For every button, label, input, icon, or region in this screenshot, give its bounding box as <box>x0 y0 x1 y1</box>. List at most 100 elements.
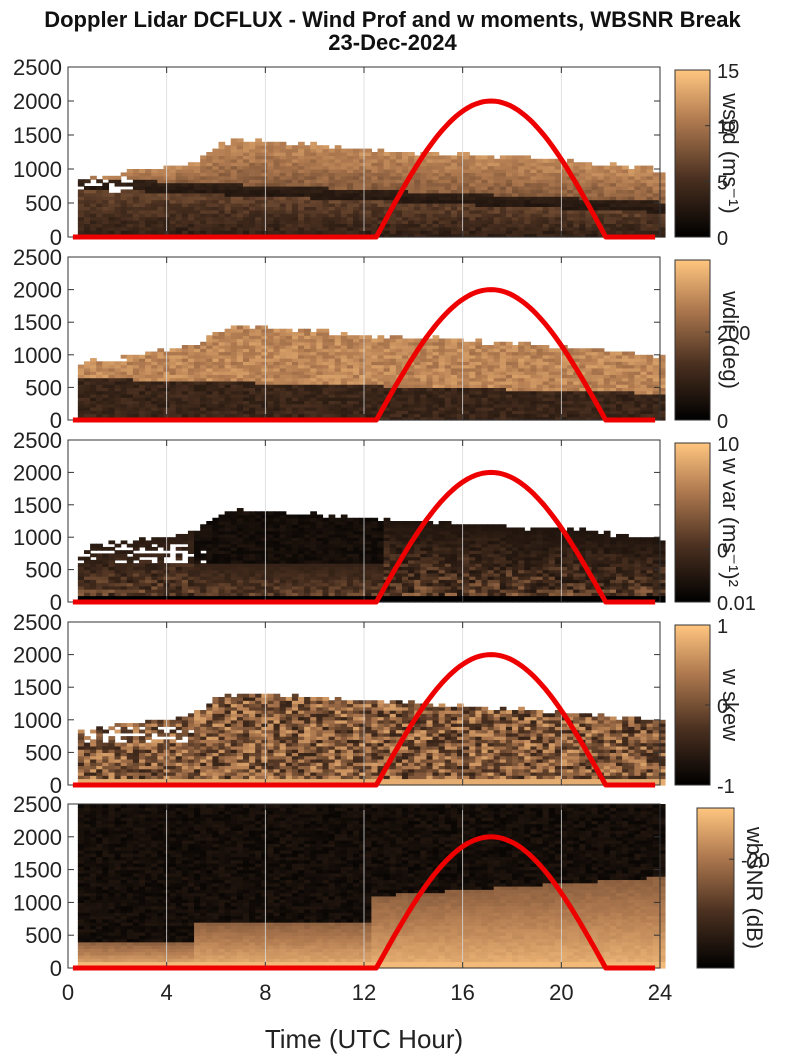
heatmap-cell <box>77 563 85 567</box>
heatmap-cell <box>414 155 421 160</box>
heatmap-cell <box>126 550 134 554</box>
heatmap-cell <box>524 233 531 238</box>
heatmap-cell <box>83 380 91 385</box>
heatmap-cell <box>279 165 287 170</box>
sun-elevation-curve <box>72 98 656 240</box>
heatmap-cell <box>304 364 311 369</box>
heatmap-cell <box>628 220 635 224</box>
heatmap-cell <box>505 209 513 214</box>
heatmap-cell <box>304 155 311 160</box>
heatmap-cell <box>261 165 269 170</box>
heatmap-cell <box>200 182 207 187</box>
heatmap-cell <box>90 192 97 197</box>
heatmap-cell <box>200 553 207 558</box>
heatmap-cell <box>230 371 238 375</box>
heatmap-cell <box>298 403 305 408</box>
heatmap-cell <box>334 358 342 362</box>
heatmap-cell <box>438 169 446 173</box>
heatmap-cell <box>560 203 568 207</box>
heatmap-cell <box>114 393 122 398</box>
heatmap-cell <box>567 209 574 214</box>
heatmap-cell <box>658 213 666 218</box>
heatmap-cell <box>426 189 434 194</box>
heatmap-cell <box>90 403 97 408</box>
heatmap-cell <box>249 387 256 392</box>
heatmap-cell <box>438 172 446 177</box>
heatmap-cell <box>212 364 220 369</box>
heatmap-cell <box>353 162 360 167</box>
heatmap-cell <box>499 179 507 184</box>
heatmap-cell <box>132 563 140 567</box>
heatmap-cell <box>126 400 134 405</box>
heatmap-cell <box>230 338 238 343</box>
heatmap-cell <box>114 361 122 366</box>
heatmap-cell <box>481 172 489 177</box>
heatmap-cell <box>139 406 146 411</box>
heatmap-cell <box>298 335 305 340</box>
heatmap-cell <box>444 158 452 163</box>
heatmap-cell <box>371 220 379 224</box>
heatmap-cell <box>518 165 525 170</box>
heatmap-cell <box>481 203 489 207</box>
heatmap-cell <box>187 387 195 392</box>
heatmap-cell <box>609 196 617 201</box>
heatmap-cell <box>181 196 189 201</box>
heatmap-cell <box>108 209 116 214</box>
heatmap-cell <box>469 189 476 194</box>
heatmap-cell <box>609 203 617 207</box>
heatmap-cell <box>151 546 158 551</box>
heatmap-cell <box>242 220 250 224</box>
heatmap-cell <box>249 226 256 231</box>
heatmap-cell <box>310 172 317 177</box>
heatmap-cell <box>206 367 214 372</box>
heatmap-cell <box>194 410 201 415</box>
heatmap-cell <box>499 206 507 211</box>
heatmap-cell <box>236 397 244 402</box>
heatmap-cell <box>505 165 513 170</box>
heatmap-cell <box>90 390 97 395</box>
heatmap-cell <box>328 341 336 346</box>
heatmap-cell <box>249 361 256 366</box>
heatmap-cell <box>212 384 220 388</box>
heatmap-cell <box>505 206 513 211</box>
heatmap-cell <box>298 328 305 333</box>
heatmap-cell <box>616 165 623 170</box>
heatmap-cell <box>102 387 110 392</box>
heatmap-cell <box>224 206 232 211</box>
heatmap-cell <box>273 175 281 180</box>
heatmap-cell <box>457 203 464 207</box>
heatmap-cell <box>200 384 207 388</box>
heatmap-cell <box>493 169 501 173</box>
heatmap-cell <box>249 371 256 375</box>
heatmap-cell <box>457 175 464 180</box>
heatmap-cell <box>114 371 122 375</box>
heatmap-cell <box>132 206 140 211</box>
heatmap-cell <box>181 546 189 551</box>
heatmap-cell <box>242 216 250 221</box>
heatmap-cell <box>236 335 244 340</box>
heatmap-cell <box>640 189 648 194</box>
heatmap-cell <box>83 384 91 388</box>
heatmap-cell <box>646 230 654 235</box>
heatmap-cell <box>524 199 531 204</box>
heatmap-cell <box>96 223 103 228</box>
heatmap-cell <box>255 374 262 379</box>
heatmap-cell <box>236 354 244 359</box>
heatmap-cell <box>401 230 409 235</box>
heatmap-cell <box>310 141 317 146</box>
heatmap-cell <box>291 410 299 415</box>
heatmap-cell <box>151 169 158 173</box>
heatmap-cell <box>151 367 158 372</box>
heatmap-cell <box>169 351 177 356</box>
heatmap-cell <box>255 348 262 353</box>
heatmap-cell <box>206 410 214 415</box>
heatmap-cell <box>463 186 470 190</box>
heatmap-cell <box>334 145 342 150</box>
heatmap-cell <box>450 169 458 173</box>
heatmap-cell <box>279 223 287 228</box>
heatmap-cell <box>194 189 201 194</box>
heatmap-cell <box>151 413 158 418</box>
heatmap-cell <box>212 230 220 235</box>
heatmap-cell <box>255 172 262 177</box>
heatmap-cell <box>242 393 250 398</box>
